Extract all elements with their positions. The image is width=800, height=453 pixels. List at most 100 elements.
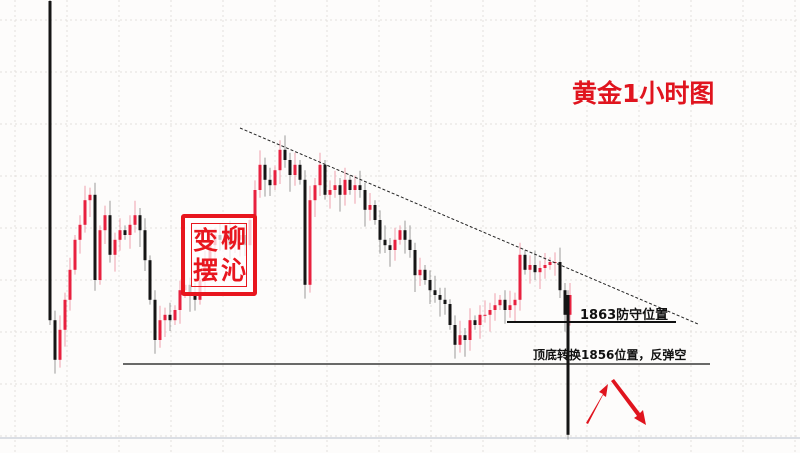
candle-bullish — [493, 305, 497, 310]
candle-bullish — [513, 299, 517, 306]
candle-bullish — [173, 310, 177, 321]
candle-bearish — [338, 185, 342, 195]
candle-bearish — [143, 230, 147, 261]
candle-bullish — [128, 224, 132, 235]
candle-bullish — [308, 200, 312, 285]
candle-bearish — [433, 290, 437, 295]
candle-bullish — [398, 230, 402, 240]
level-1863-label: 1863防守位置 — [580, 308, 669, 323]
candle-bearish — [303, 179, 307, 285]
candle-bullish — [343, 179, 347, 195]
candle-bearish — [378, 220, 382, 240]
stamp-char: 沁 — [221, 256, 247, 285]
stamp-char: 柳 — [221, 224, 247, 253]
candle-bullish — [478, 314, 482, 325]
candle-bullish — [58, 329, 62, 360]
candle-bullish — [368, 205, 372, 210]
candle-bearish — [148, 260, 152, 300]
descending-trendline — [239, 127, 699, 325]
candle-bullish — [468, 320, 472, 340]
candle-bearish — [93, 194, 97, 280]
candle-bearish — [413, 250, 417, 276]
candle-bullish — [318, 164, 322, 186]
candle-bearish — [153, 299, 157, 340]
candle-bearish — [388, 245, 392, 250]
candle-bearish — [168, 314, 172, 321]
candle-bearish — [463, 335, 467, 340]
stamp-char: 变 — [193, 226, 219, 255]
candle-bullish — [548, 262, 552, 265]
candle-bullish — [353, 185, 357, 190]
candle-bullish — [103, 215, 107, 231]
candle-bullish — [253, 190, 257, 220]
stamp-char: 摆 — [193, 256, 219, 285]
candle-bullish — [273, 170, 277, 186]
candle-bullish — [158, 320, 162, 340]
seal-stamp: 变 柳 摆 沁 — [181, 214, 257, 296]
candle-bullish — [98, 230, 102, 280]
candle-bullish — [68, 269, 72, 300]
candle-bearish — [473, 320, 477, 325]
candle-bearish — [298, 164, 302, 180]
candle-bullish — [328, 190, 332, 195]
candle-bearish — [48, 1, 52, 321]
candle-bearish — [123, 230, 127, 235]
candle-bearish — [428, 280, 432, 291]
candle-bearish — [263, 164, 267, 180]
candle-bullish — [458, 335, 462, 345]
candle-bearish — [408, 239, 412, 250]
candle-bearish — [53, 320, 57, 360]
candle-bearish — [563, 290, 567, 315]
candle-bullish — [118, 230, 122, 240]
candle-bullish — [488, 310, 492, 315]
candle-bearish — [566, 295, 570, 435]
down-arrow-icon — [611, 379, 646, 425]
candle-bearish — [323, 164, 327, 195]
level-1856-label: 顶底转换1856位置，反弹空 — [533, 348, 687, 362]
candle-bullish — [498, 299, 502, 306]
candle-bullish — [483, 314, 487, 316]
candle-bullish — [418, 269, 422, 276]
candle-bullish — [178, 290, 182, 310]
candle-bullish — [293, 164, 297, 175]
candle-bearish — [283, 149, 287, 160]
candle-bearish — [383, 239, 387, 246]
candle-bearish — [443, 299, 447, 304]
candle-bullish — [543, 265, 547, 268]
candle-bearish — [288, 160, 292, 175]
candle-bullish — [538, 268, 542, 273]
candle-bullish — [63, 299, 67, 330]
candle-bullish — [278, 149, 282, 171]
candle-bullish — [518, 254, 522, 300]
candle-bullish — [78, 224, 82, 240]
chart-title: 黄金1小时图 — [572, 79, 715, 108]
candle-bearish — [268, 179, 272, 186]
candle-bullish — [133, 215, 137, 225]
candle-bullish — [88, 194, 92, 201]
candle-bullish — [508, 305, 512, 310]
candle-bearish — [448, 304, 452, 325]
candle-bullish — [393, 239, 397, 250]
candle-bearish — [363, 190, 367, 210]
candle-bearish — [523, 254, 527, 270]
candle-bearish — [558, 262, 562, 291]
candle-bullish — [258, 164, 262, 190]
candle-bullish — [528, 265, 532, 270]
candle-bullish — [113, 239, 117, 255]
up-arrow-icon — [586, 384, 608, 424]
candle-bearish — [423, 269, 427, 280]
candle-bullish — [333, 185, 337, 190]
candle-bullish — [73, 239, 77, 270]
candle-bearish — [348, 179, 352, 190]
candle-bullish — [163, 314, 167, 321]
candle-bullish — [83, 200, 87, 225]
candle-bearish — [193, 295, 197, 300]
candle-bearish — [453, 325, 457, 345]
candle-bullish — [568, 295, 572, 315]
candle-bearish — [108, 215, 112, 255]
candle-bearish — [533, 265, 537, 273]
candle-bearish — [503, 299, 507, 310]
candle-bearish — [358, 185, 362, 190]
candle-bearish — [138, 215, 142, 231]
